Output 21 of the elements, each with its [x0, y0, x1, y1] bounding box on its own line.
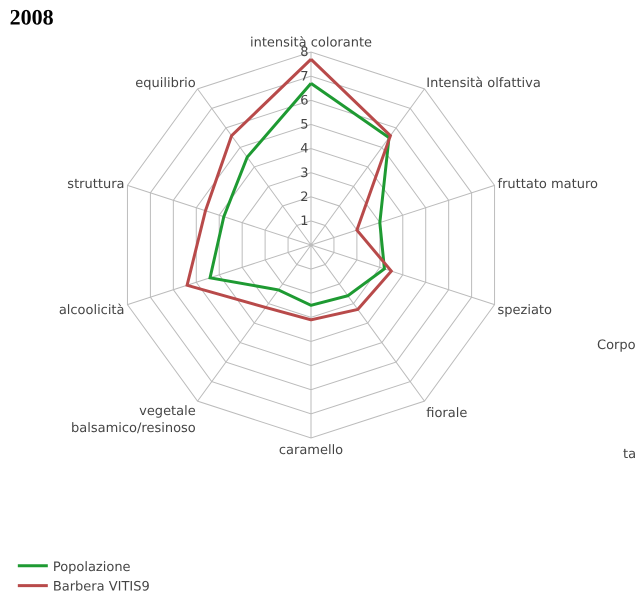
- spoke-label: fiorale: [426, 406, 468, 421]
- y-tick-label: 3: [300, 166, 309, 181]
- y-tick-label: 5: [300, 118, 309, 133]
- text: ta: [623, 447, 636, 462]
- y-tick-label: 1: [300, 214, 309, 230]
- legend-label: Barbera VITIS9: [52, 580, 150, 595]
- spoke-label: fruttato maturo: [498, 176, 598, 192]
- spoke-label: struttura: [67, 176, 124, 192]
- y-tick-label: 4: [300, 142, 309, 157]
- spoke-label: alcoolicità: [58, 302, 124, 318]
- spoke-label: equilibrio: [135, 76, 196, 91]
- y-tick-label: 7: [300, 69, 309, 84]
- y-tick-label: 6: [300, 93, 309, 108]
- spoke-label: vegetale balsamico/resinoso: [71, 404, 196, 436]
- y-tick-label: 2: [300, 190, 309, 205]
- text: Corpo: [597, 338, 636, 353]
- spoke-label: caramello: [278, 443, 344, 458]
- chart-title: 2008: [10, 4, 54, 30]
- spoke-label: Intensità olfattiva: [426, 76, 541, 91]
- legend-label: Popolazione: [52, 560, 131, 575]
- spoke-label: speziato: [498, 302, 552, 318]
